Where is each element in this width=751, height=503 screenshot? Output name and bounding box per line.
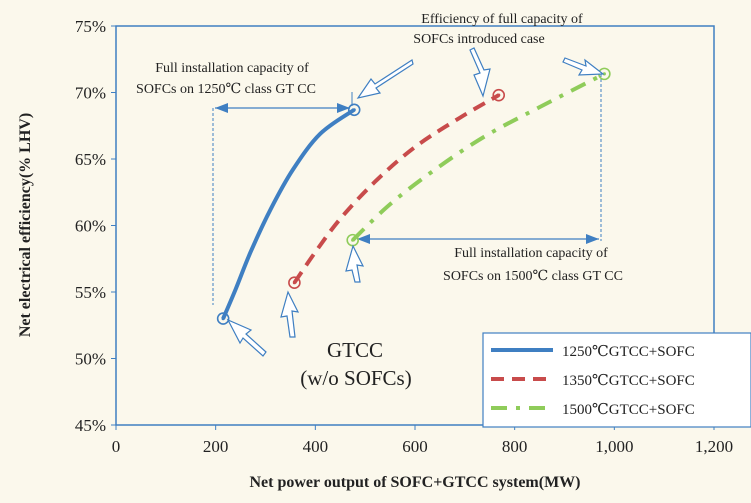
y-axis: 45% 50% 55% 60% 65% 70% 75% [75, 17, 116, 435]
x-tick-label: 0 [112, 437, 121, 456]
y-tick-label: 65% [75, 150, 106, 169]
y-tick-label: 45% [75, 416, 106, 435]
y-tick-label: 75% [75, 17, 106, 36]
series-2-endpoint-end [492, 88, 506, 102]
annotation-efficiency-full-2: SOFCs introduced case [413, 32, 544, 47]
arrow-to-1250-start [226, 318, 267, 357]
guide-1250-dim-left-arrow [215, 103, 228, 113]
guide-1500-dim-left-arrow [357, 234, 370, 244]
legend-label-3: 1500℃GTCC+SOFC [562, 402, 695, 418]
arrow-to-1500-start [345, 244, 365, 283]
series-3-endpoint-dot [351, 238, 355, 242]
series-1-endpoint-dot [352, 108, 356, 112]
arrow-to-1350-end [469, 47, 491, 98]
series-2-endpoint-start [288, 276, 301, 289]
y-tick-label: 70% [75, 84, 106, 103]
legend-label-2: 1350℃GTCC+SOFC [562, 373, 695, 389]
y-tick-label: 55% [75, 283, 106, 302]
series-2-endpoint-dot [497, 93, 501, 97]
annotation-1250-capacity: Full installation capacity of [155, 61, 309, 76]
y-axis-title: Net electrical efficiency(% LHV) [17, 113, 34, 337]
x-axis-title: Net power output of SOFC+GTCC system(MW) [249, 474, 580, 491]
series-3-endpoint-dot [602, 72, 606, 76]
y-tick-label: 60% [75, 217, 106, 236]
y-tick-label: 50% [75, 350, 106, 369]
arrow-to-1500-end [562, 57, 605, 76]
guide-lines [212, 74, 602, 305]
legend-label-1: 1250℃GTCC+SOFC [562, 344, 695, 360]
arrow-to-1250-end [356, 59, 414, 99]
x-tick-label: 200 [203, 437, 229, 456]
series-line-1 [221, 108, 356, 320]
callout-arrows [226, 47, 605, 357]
guide-1500-dim-right-arrow [586, 234, 599, 244]
series-line-3 [351, 72, 606, 242]
annotation-1500-capacity-2: SOFCs on 1500℃ class GT CC [443, 269, 623, 284]
x-axis: 0 200 400 600 800 1,000 1,200 [112, 425, 733, 456]
annotation-1250-capacity-2: SOFCs on 1250℃ class GT CC [136, 82, 316, 97]
series-1-endpoint-dot [221, 317, 225, 321]
x-tick-label: 1,000 [595, 437, 633, 456]
arrow-to-1350-start [280, 290, 300, 338]
annotation-1500-capacity: Full installation capacity of [454, 246, 608, 261]
x-tick-label: 600 [402, 437, 428, 456]
x-tick-label: 800 [502, 437, 528, 456]
x-tick-label: 1,200 [695, 437, 733, 456]
series-layer [216, 67, 611, 325]
x-tick-label: 400 [303, 437, 329, 456]
annotation-efficiency-full: Efficiency of full capacity of [421, 12, 583, 27]
series-line-2 [292, 93, 500, 284]
annotation-gtcc-2: (w/o SOFCs) [300, 366, 411, 390]
series-2-endpoint-dot [292, 281, 297, 285]
guide-1250-dim-right-arrow [337, 103, 350, 113]
annotation-gtcc: GTCC [327, 338, 383, 362]
legend: 1250℃GTCC+SOFC 1350℃GTCC+SOFC 1500℃GTCC+SO… [482, 332, 751, 428]
annotations: Efficiency of full capacity of SOFCs int… [136, 12, 623, 390]
series-1-endpoint-start [216, 312, 230, 325]
series-1-endpoint-end [347, 103, 361, 117]
